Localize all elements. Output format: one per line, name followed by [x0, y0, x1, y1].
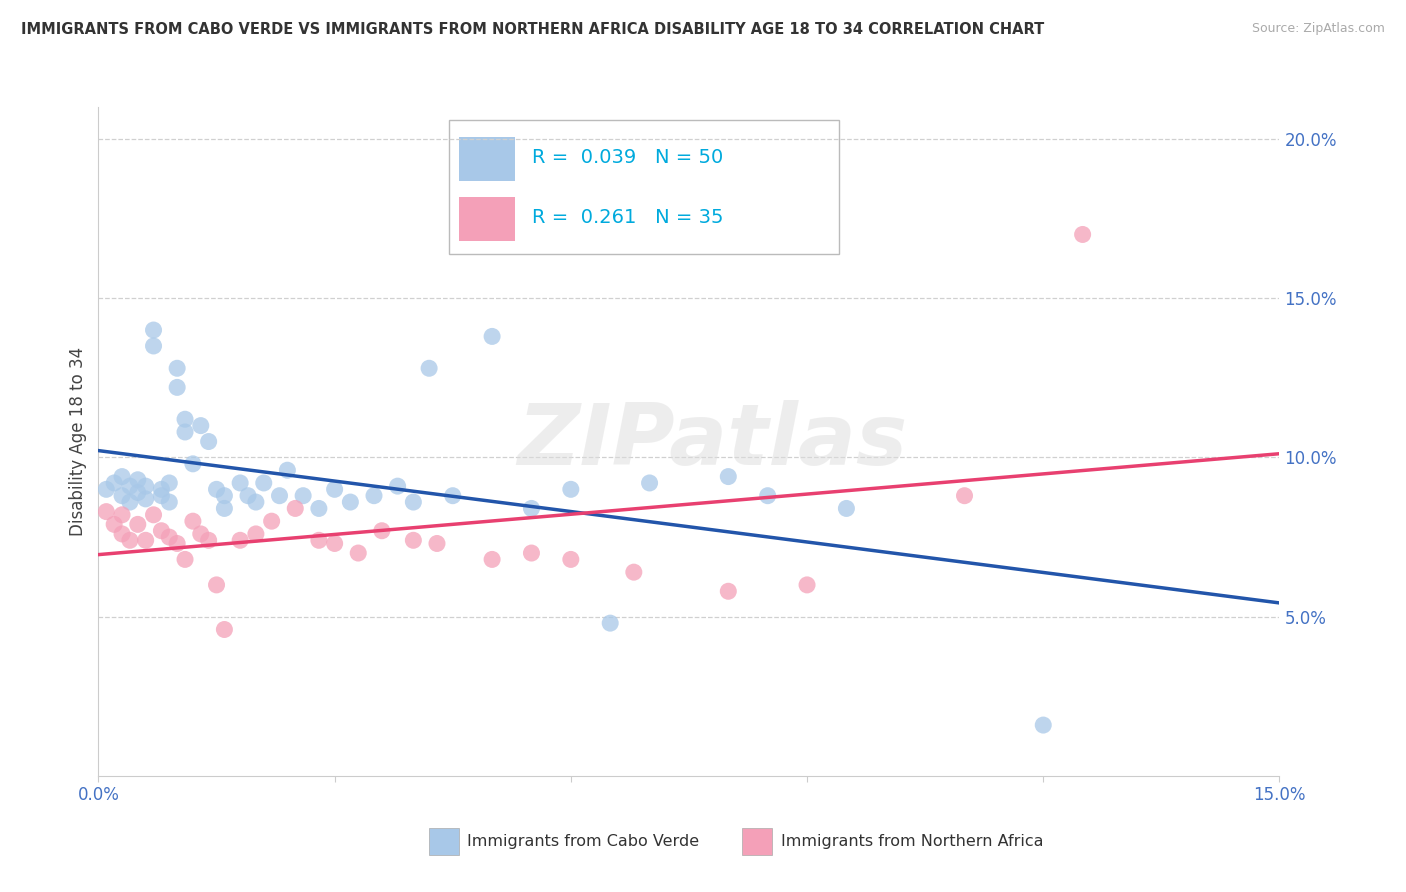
Point [157, 475, 180, 490]
Y-axis label: Disability Age 18 to 34: Disability Age 18 to 34 [69, 347, 87, 536]
Point [292, 489, 315, 503]
Point [111, 527, 134, 541]
Point [1032, 718, 1054, 732]
Point [142, 508, 165, 522]
Point [253, 475, 276, 490]
Point [520, 501, 543, 516]
Point [229, 475, 252, 490]
Point [245, 495, 267, 509]
Point [402, 495, 425, 509]
Point [111, 469, 134, 483]
Point [323, 536, 346, 550]
FancyBboxPatch shape [742, 828, 772, 855]
Point [308, 533, 330, 548]
Text: Source: ZipAtlas.com: Source: ZipAtlas.com [1251, 22, 1385, 36]
Point [347, 546, 370, 560]
Point [96, 483, 118, 497]
Point [953, 489, 976, 503]
Point [150, 489, 173, 503]
Point [127, 473, 149, 487]
Point [190, 527, 212, 541]
Point [118, 479, 141, 493]
Point [142, 339, 165, 353]
Point [214, 501, 236, 516]
Text: R =  0.261   N = 35: R = 0.261 N = 35 [531, 208, 723, 227]
Point [150, 524, 173, 538]
Point [157, 530, 180, 544]
Point [363, 489, 385, 503]
Point [118, 495, 141, 509]
Point [481, 329, 503, 343]
Point [426, 536, 449, 550]
Point [481, 552, 503, 566]
Point [323, 483, 346, 497]
Point [190, 418, 212, 433]
Point [142, 323, 165, 337]
Point [623, 565, 645, 579]
FancyBboxPatch shape [429, 828, 458, 855]
Text: Immigrants from Cabo Verde: Immigrants from Cabo Verde [467, 834, 699, 849]
Point [1071, 227, 1094, 242]
Point [103, 475, 125, 490]
Point [197, 533, 219, 548]
Point [276, 463, 298, 477]
Point [387, 479, 409, 493]
Point [157, 495, 180, 509]
Text: ZIPatlas: ZIPatlas [517, 400, 908, 483]
Point [638, 475, 661, 490]
Text: R =  0.039   N = 50: R = 0.039 N = 50 [531, 148, 723, 167]
Point [441, 489, 464, 503]
Point [174, 412, 197, 426]
Point [174, 552, 197, 566]
Point [127, 485, 149, 500]
Point [599, 616, 621, 631]
Point [214, 623, 236, 637]
Point [118, 533, 141, 548]
Point [166, 361, 188, 376]
Point [308, 501, 330, 516]
Point [127, 517, 149, 532]
Point [418, 361, 440, 376]
Point [284, 501, 307, 516]
Point [260, 514, 283, 528]
Text: Immigrants from Northern Africa: Immigrants from Northern Africa [782, 834, 1043, 849]
Point [717, 469, 740, 483]
FancyBboxPatch shape [458, 197, 516, 241]
Point [245, 527, 267, 541]
Point [135, 533, 157, 548]
Point [205, 483, 228, 497]
Point [96, 505, 118, 519]
Point [520, 546, 543, 560]
Point [181, 457, 204, 471]
FancyBboxPatch shape [458, 137, 516, 180]
Point [560, 483, 582, 497]
Point [371, 524, 394, 538]
Point [214, 489, 236, 503]
Point [174, 425, 197, 439]
Point [756, 489, 779, 503]
FancyBboxPatch shape [449, 120, 839, 254]
Point [205, 578, 228, 592]
Point [103, 517, 125, 532]
Point [796, 578, 818, 592]
Point [166, 536, 188, 550]
Point [135, 491, 157, 506]
Text: IMMIGRANTS FROM CABO VERDE VS IMMIGRANTS FROM NORTHERN AFRICA DISABILITY AGE 18 : IMMIGRANTS FROM CABO VERDE VS IMMIGRANTS… [21, 22, 1045, 37]
Point [236, 489, 259, 503]
Point [166, 380, 188, 394]
Point [269, 489, 291, 503]
Point [835, 501, 858, 516]
Point [560, 552, 582, 566]
Point [717, 584, 740, 599]
Point [150, 483, 173, 497]
Point [111, 508, 134, 522]
Point [197, 434, 219, 449]
Point [181, 514, 204, 528]
Point [229, 533, 252, 548]
Point [111, 489, 134, 503]
Point [135, 479, 157, 493]
Point [402, 533, 425, 548]
Point [339, 495, 361, 509]
